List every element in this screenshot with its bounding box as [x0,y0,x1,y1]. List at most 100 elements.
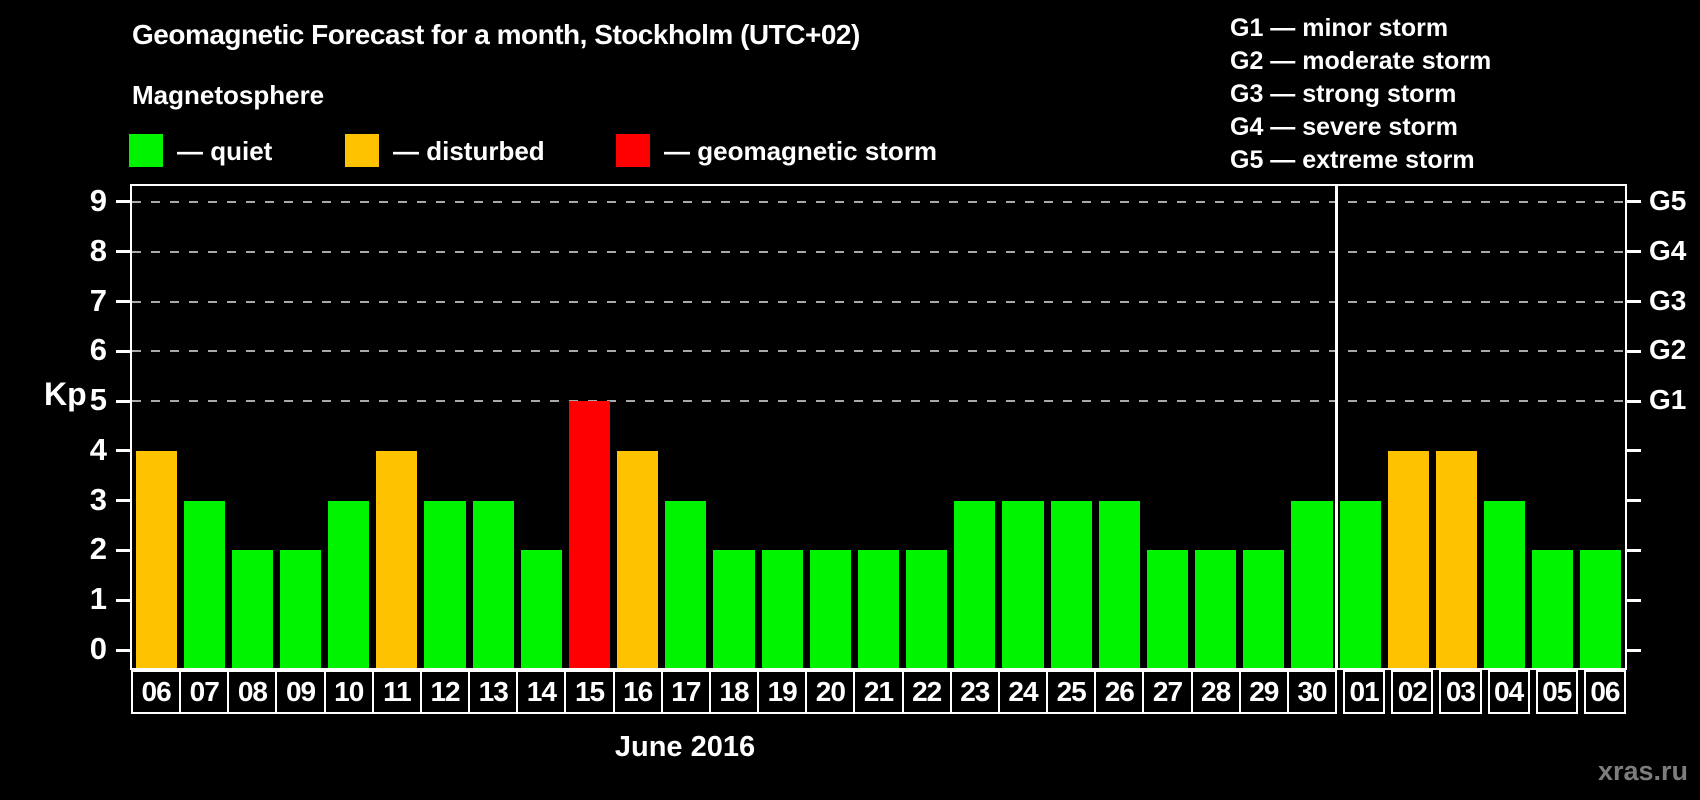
kp-tick-label-0: 0 [89,631,107,666]
disturbed-color-swatch [345,134,379,167]
kp-bar-10-day-16 [617,450,659,668]
g-tick-label-G1: G1 [1649,384,1687,416]
left-axis-tick-8 [116,250,131,254]
kp-bar-13-day-19 [761,550,803,668]
kp-bar-28-day-04 [1484,500,1526,668]
right-axis-tick-5 [1626,399,1641,403]
gridline-kp9 [132,200,1625,203]
g5-legend-line: G5 — extreme storm [1230,146,1475,174]
g-tick-label-G3: G3 [1649,284,1687,316]
left-axis-tick-0 [116,648,131,652]
date-box-18-day-24: 24 [997,670,1049,714]
x-axis-month-label: June 2016 [614,731,756,763]
date-box-21-day-27: 27 [1142,670,1193,714]
right-axis-tick-6 [1626,349,1641,353]
g-tick-label-G4: G4 [1649,234,1687,266]
kp-tick-label-4: 4 [89,431,107,467]
left-axis-tick-2 [116,548,131,552]
right-axis-tick-3 [1626,499,1641,503]
date-box-5-day-11: 11 [371,670,422,714]
kp-bar-12-day-18 [713,550,755,668]
left-axis-tick-3 [116,499,131,503]
date-box-3-day-09: 09 [275,670,326,714]
kp-tick-label-2: 2 [89,531,107,567]
date-box-9-day-15: 15 [564,670,615,714]
kp-bar-6-day-12 [424,500,466,668]
magnetosphere-label: Magnetosphere [132,80,325,110]
kp-bar-4-day-10 [328,500,370,668]
kp-bar-5-day-11 [376,450,418,668]
kp-tick-label-7: 7 [89,282,107,318]
kp-bar-23-day-29 [1243,550,1285,668]
right-axis-tick-0 [1626,648,1641,652]
gridline-kp5 [132,400,1625,403]
storm-color-swatch [616,134,650,167]
kp-bar-16-day-22 [906,550,948,668]
kp-bar-24-day-30 [1291,500,1333,668]
date-box-0-day-06: 06 [131,670,182,714]
gridline-kp6 [132,350,1625,353]
gridline-kp7 [132,300,1625,303]
kp-tick-label-8: 8 [89,232,107,268]
kp-bar-7-day-13 [472,500,514,668]
date-box-1-day-07: 07 [179,670,230,714]
date-box-11-day-17: 17 [660,670,711,714]
kp-bar-29-day-05 [1532,550,1574,668]
storm-legend-label: — geomagnetic storm [664,136,938,166]
date-box-23-day-29: 29 [1238,670,1289,714]
date-box-4-day-10: 10 [323,670,374,714]
date-box-10-day-16: 16 [612,670,663,714]
kp-bar-19-day-25 [1050,500,1092,668]
date-box-28-day-04: 04 [1487,670,1530,714]
date-box-29-day-05: 05 [1535,670,1578,714]
kp-bar-20-day-26 [1098,500,1140,668]
right-axis-tick-4 [1626,449,1641,453]
kp-bar-14-day-20 [809,550,851,668]
right-axis-tick-1 [1626,598,1641,602]
date-box-2-day-08: 08 [227,670,278,714]
disturbed-legend-label: — disturbed [393,136,545,166]
left-axis-tick-5 [116,399,131,403]
kp-bar-26-day-02 [1387,450,1429,668]
kp-bar-3-day-09 [279,550,322,668]
date-box-25-day-01: 01 [1343,670,1386,714]
date-box-27-day-03: 03 [1439,670,1482,714]
kp-bar-18-day-24 [1002,500,1044,668]
g2-legend-line: G2 — moderate storm [1230,47,1492,75]
date-box-7-day-13: 13 [468,670,519,714]
right-axis-tick-8 [1626,250,1641,254]
quiet-color-swatch [129,134,163,167]
g-tick-label-G5: G5 [1649,184,1687,216]
left-axis-tick-4 [116,449,131,453]
kp-bar-27-day-03 [1435,450,1477,668]
date-box-8-day-14: 14 [516,670,567,714]
kp-bar-30-day-06 [1580,550,1622,668]
kp-bar-22-day-28 [1195,550,1237,668]
kp-bar-15-day-21 [857,550,900,668]
date-box-12-day-18: 18 [708,670,760,714]
date-box-15-day-21: 21 [853,670,904,714]
date-box-30-day-06: 06 [1583,670,1626,714]
date-box-13-day-19: 19 [757,670,808,714]
kp-bar-21-day-27 [1146,550,1189,668]
g1-legend-line: G1 — minor storm [1230,14,1449,42]
plot-area [130,184,1627,670]
kp-bar-8-day-14 [520,550,562,668]
kp-tick-label-1: 1 [89,581,107,617]
gridline-kp8 [132,250,1625,253]
kp-bar-11-day-17 [665,500,707,668]
kp-tick-label-9: 9 [89,182,107,218]
g4-legend-line: G4 — severe storm [1230,113,1458,141]
right-axis-tick-7 [1626,300,1641,304]
chart-title: Geomagnetic Forecast for a month, Stockh… [132,19,860,50]
kp-tick-label-6: 6 [89,332,107,368]
left-axis-tick-6 [116,349,131,353]
left-axis-tick-9 [116,200,131,204]
kp-bar-0-day-06 [135,450,177,668]
kp-axis-label: Kp [44,376,87,412]
left-axis-tick-1 [116,598,131,602]
date-box-19-day-25: 25 [1046,670,1097,714]
kp-bar-17-day-23 [954,500,996,668]
date-box-16-day-22: 22 [901,670,952,714]
kp-bar-2-day-08 [231,550,273,668]
